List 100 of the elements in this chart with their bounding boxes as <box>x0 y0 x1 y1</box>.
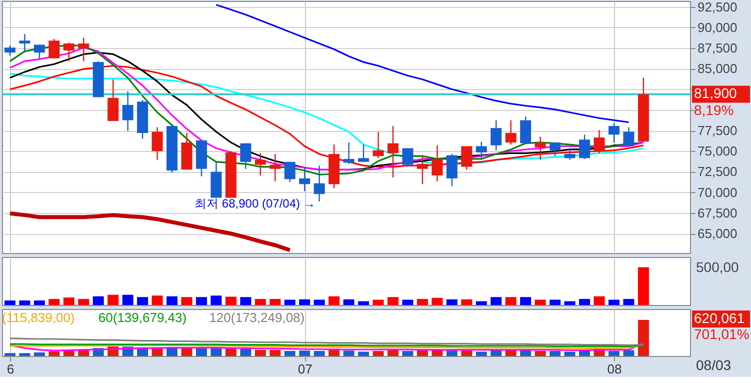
bar <box>358 352 370 356</box>
candlestick <box>48 38 60 59</box>
x-tick-label: 6 <box>6 362 14 376</box>
bar <box>638 320 649 356</box>
x-tick-label: 07 <box>298 362 312 376</box>
candlestick <box>446 153 458 187</box>
bar <box>534 300 546 305</box>
candlestick <box>63 42 74 62</box>
text: 08/03 <box>696 357 732 373</box>
text: 500,00 <box>696 259 740 275</box>
bar <box>210 296 222 305</box>
y-tick-label: 85,000 <box>698 61 738 76</box>
bar <box>152 296 163 305</box>
candlestick <box>343 142 354 165</box>
bar <box>476 352 487 356</box>
candlestick <box>122 90 134 132</box>
bar <box>225 296 236 305</box>
bar <box>314 350 325 356</box>
candlestick <box>520 116 532 144</box>
bar <box>48 351 60 356</box>
bar <box>623 298 634 305</box>
candlestick <box>564 148 576 160</box>
bar <box>270 350 281 356</box>
line-series <box>8 211 292 252</box>
candlestick <box>594 129 605 154</box>
bar <box>254 350 266 356</box>
bar <box>534 350 546 356</box>
text: 620,061 <box>694 310 745 326</box>
bar <box>240 297 252 305</box>
y-tick-label: 72,500 <box>698 164 738 180</box>
bar <box>48 298 60 305</box>
candlestick <box>505 120 516 146</box>
bar <box>137 297 148 305</box>
candlestick <box>476 141 487 159</box>
bar <box>372 300 384 305</box>
bar <box>34 352 45 356</box>
y-tick-label: 92,500 <box>698 0 738 14</box>
text: 8,19% <box>694 102 734 118</box>
bar <box>19 353 30 356</box>
bar <box>579 350 590 356</box>
bar <box>638 267 649 305</box>
bar <box>34 300 45 305</box>
candlestick <box>579 134 590 160</box>
bar <box>550 350 561 356</box>
candlestick <box>623 126 634 147</box>
candlestick <box>284 161 296 183</box>
bar <box>284 350 296 356</box>
candlestick <box>314 164 325 202</box>
bar <box>181 348 192 356</box>
bar <box>108 294 119 305</box>
bar <box>564 301 576 305</box>
bar <box>432 350 443 356</box>
annotation: 최저 68,900 (07/04) → <box>194 196 316 210</box>
bar <box>550 300 561 305</box>
bar <box>490 297 502 305</box>
candlestick <box>402 148 414 168</box>
bar <box>166 296 178 305</box>
candlestick <box>299 166 310 192</box>
y-tick-label: 75,000 <box>698 144 738 159</box>
y-tick-label: 67,500 <box>698 205 738 220</box>
bar <box>608 350 620 356</box>
bar <box>461 350 472 356</box>
candlestick <box>4 44 16 56</box>
bar <box>196 348 207 356</box>
bar <box>520 297 532 305</box>
x-tick-label: 08 <box>607 362 622 376</box>
bar <box>4 353 16 356</box>
bar <box>608 300 620 305</box>
bar <box>343 350 354 356</box>
bar <box>564 352 576 356</box>
bar <box>358 301 370 305</box>
line-series <box>215 4 630 124</box>
bar <box>4 300 16 305</box>
bar <box>19 300 30 305</box>
bar <box>328 296 340 305</box>
candlestick <box>108 78 119 122</box>
bar <box>299 350 310 356</box>
candlestick <box>270 153 281 182</box>
candlestick <box>490 120 502 151</box>
candlestick <box>152 126 163 160</box>
bar <box>196 297 207 305</box>
series-label: (115,839,00) <box>2 310 75 325</box>
bar <box>63 297 74 305</box>
bar <box>122 294 134 305</box>
candlestick <box>416 154 428 185</box>
y-tick-label: 77,500 <box>698 123 738 138</box>
bar <box>476 301 487 305</box>
bar <box>387 297 398 305</box>
bar <box>432 298 443 305</box>
bar <box>505 297 516 305</box>
bar <box>402 350 414 356</box>
y-tick-label: 87,500 <box>698 40 738 56</box>
bar <box>343 299 354 305</box>
text: 701,01% <box>694 326 750 342</box>
candlestick <box>534 136 546 160</box>
candlestick <box>254 152 266 176</box>
bar <box>461 299 472 305</box>
bar <box>254 298 266 305</box>
y-tick-label: 65,000 <box>698 226 738 242</box>
candlestick <box>387 125 398 178</box>
